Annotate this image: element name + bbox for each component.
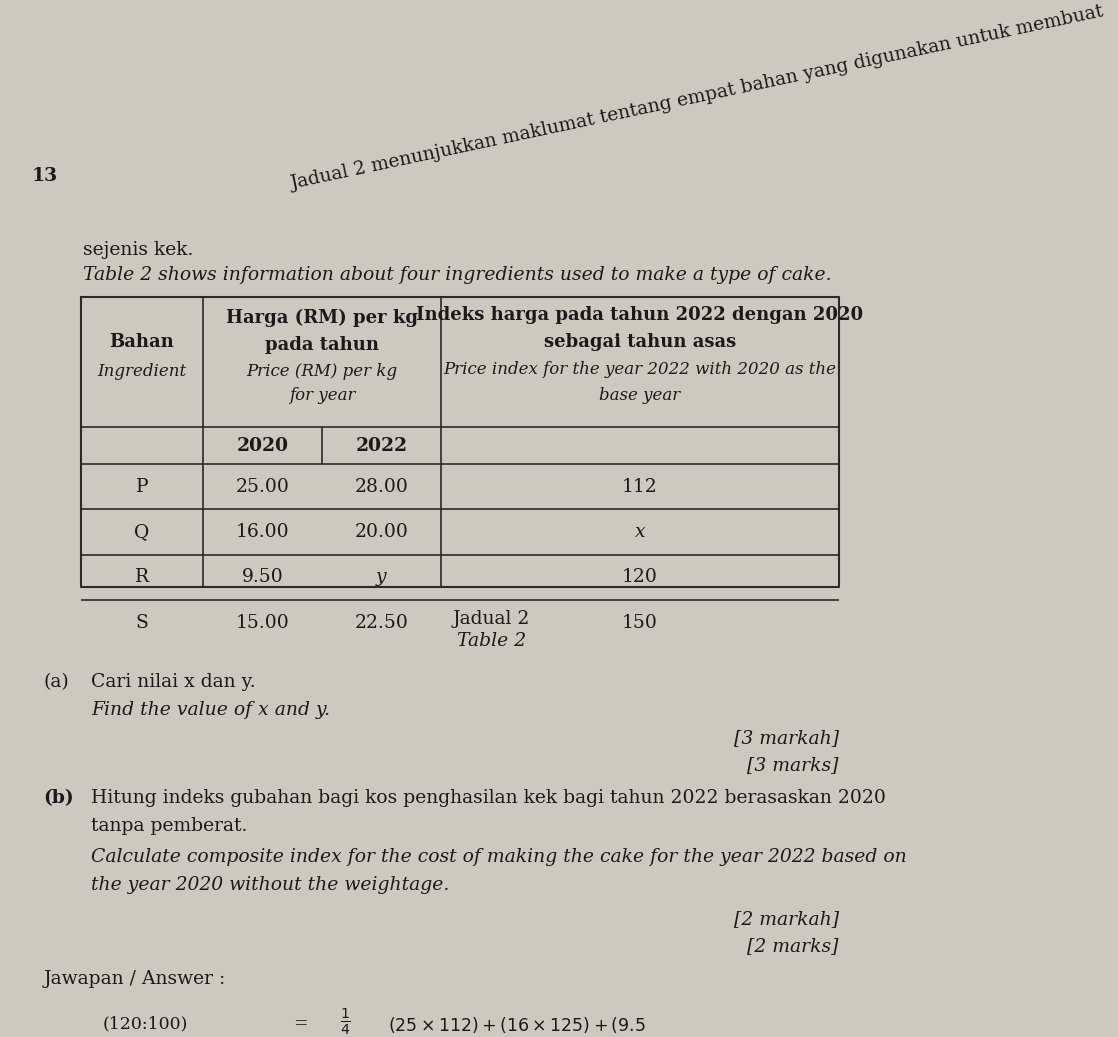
Text: [2 markah]: [2 markah] [733,910,838,928]
Text: pada tahun: pada tahun [265,336,379,354]
Text: (b): (b) [44,788,74,807]
Text: Cari nilai x dan y.: Cari nilai x dan y. [91,673,256,692]
Text: 22.50: 22.50 [354,614,408,632]
Text: [2 marks]: [2 marks] [747,936,838,955]
Text: base year: base year [599,387,681,404]
Text: Price (RM) per kg: Price (RM) per kg [247,363,398,380]
Text: Ingredient: Ingredient [97,363,187,380]
Text: the year 2020 without the weightage.: the year 2020 without the weightage. [91,876,449,894]
Text: Table 2 shows information about four ingredients used to make a type of cake.: Table 2 shows information about four ing… [83,265,832,284]
Text: $(25\times112) + (16\times125) + (9.5$: $(25\times112) + (16\times125) + (9.5$ [388,1015,645,1035]
Text: (120:100): (120:100) [103,1015,188,1032]
Text: P: P [135,478,149,496]
Text: =: = [293,1015,307,1032]
Text: sejenis kek.: sejenis kek. [83,241,193,259]
Text: 16.00: 16.00 [236,523,290,541]
Text: 13: 13 [31,167,58,185]
Text: S: S [135,614,149,632]
Text: Bahan: Bahan [110,333,174,352]
Text: Price index for the year 2022 with 2020 as the: Price index for the year 2022 with 2020 … [444,361,836,377]
Text: 20.00: 20.00 [354,523,408,541]
Text: $\frac{1}{4}$: $\frac{1}{4}$ [340,1007,351,1037]
Text: [3 marks]: [3 marks] [747,756,838,774]
Text: Jawapan / Answer :: Jawapan / Answer : [44,970,226,988]
Text: 112: 112 [622,478,657,496]
Text: 28.00: 28.00 [354,478,408,496]
Text: for year: for year [288,387,356,404]
Text: R: R [135,568,149,586]
Text: Harga (RM) per kg: Harga (RM) per kg [226,308,418,327]
Text: Hitung indeks gubahan bagi kos penghasilan kek bagi tahun 2022 berasaskan 2020: Hitung indeks gubahan bagi kos penghasil… [91,788,885,807]
Text: Calculate composite index for the cost of making the cake for the year 2022 base: Calculate composite index for the cost o… [91,848,907,866]
Text: 2020: 2020 [237,437,288,454]
Text: 150: 150 [622,614,657,632]
Text: Table 2: Table 2 [457,633,525,650]
Text: Jadual 2: Jadual 2 [453,610,530,628]
Text: 2022: 2022 [356,437,407,454]
Text: Q: Q [134,523,150,541]
Text: 25.00: 25.00 [236,478,290,496]
Text: y: y [376,568,387,586]
Text: 120: 120 [622,568,657,586]
Text: sebagai tahun asas: sebagai tahun asas [543,333,736,352]
Text: x: x [635,523,645,541]
Text: 9.50: 9.50 [241,568,284,586]
Text: Find the value of x and y.: Find the value of x and y. [91,701,330,720]
Text: [3 markah]: [3 markah] [733,729,838,748]
Text: Jadual 2 menunjukkan maklumat tentang empat bahan yang digunakan untuk membuat: Jadual 2 menunjukkan maklumat tentang em… [290,3,1106,193]
Text: (a): (a) [44,673,69,692]
Text: tanpa pemberat.: tanpa pemberat. [91,816,247,835]
Text: Indeks harga pada tahun 2022 dengan 2020: Indeks harga pada tahun 2022 dengan 2020 [416,306,863,325]
Text: 15.00: 15.00 [236,614,290,632]
